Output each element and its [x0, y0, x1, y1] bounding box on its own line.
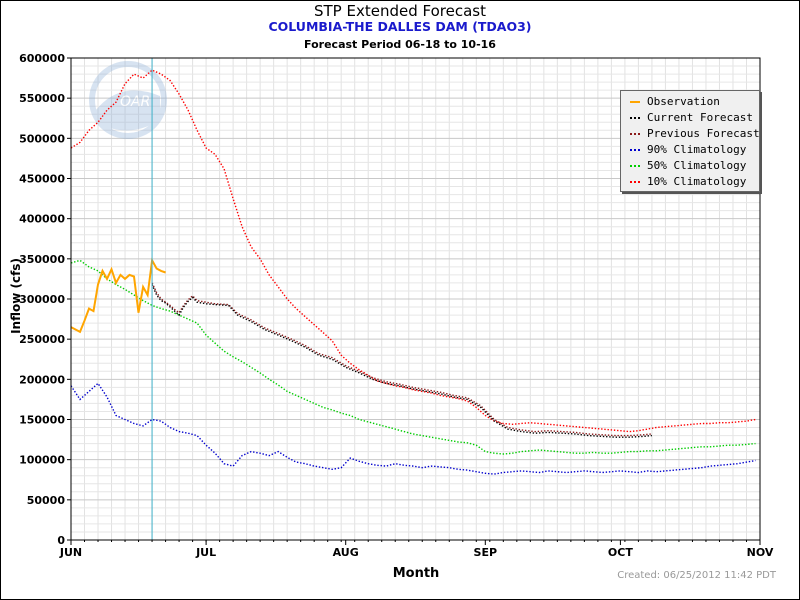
series-line-90-climatology	[70, 382, 756, 475]
x-tick-label: JUL	[195, 546, 216, 559]
legend-swatch	[630, 181, 640, 183]
legend-swatch	[630, 133, 640, 135]
legend: Observation Current Forecast Previous Fore…	[620, 90, 760, 192]
x-tick-label: OCT	[608, 546, 633, 559]
x-tick-label: JUN	[59, 546, 82, 559]
y-tick-label: 250000	[19, 333, 65, 346]
x-tick-label: NOV	[747, 546, 774, 559]
y-tick-label: 200000	[19, 373, 65, 386]
y-tick-label: 100000	[19, 454, 65, 467]
x-axis-ticks: JUN JUL AUG SEP OCT NOV	[59, 540, 774, 559]
series-line-current-forecast	[151, 284, 652, 438]
legend-swatch	[630, 149, 640, 151]
y-tick-label: 450000	[19, 173, 65, 186]
y-tick-label: 600000	[19, 52, 65, 65]
legend-label: 10% Climatology	[647, 175, 747, 188]
legend-item: 50% Climatology	[621, 158, 759, 174]
chart-subtitle: COLUMBIA-THE DALLES DAM (TDAO3)	[268, 19, 532, 34]
y-axis-ticks: 0 50000 100000 150000 200000 250000 300000 3500…	[19, 52, 71, 547]
y-axis-label: Inflow (cfs)	[9, 258, 23, 334]
legend-item: 90% Climatology	[621, 142, 759, 158]
logo-text: OAR	[120, 94, 150, 110]
series-line-50-climatology	[70, 259, 756, 455]
legend-item: Observation	[621, 94, 759, 110]
y-tick-label: 0	[57, 534, 65, 547]
x-tick-label: SEP	[474, 546, 498, 559]
y-tick-label: 400000	[19, 213, 65, 226]
legend-item: Previous Forecast	[621, 126, 760, 142]
forecast-period: Forecast Period 06-18 to 10-16	[304, 38, 496, 51]
legend-label: 50% Climatology	[647, 159, 747, 172]
legend-swatch	[630, 117, 640, 119]
y-tick-label: 350000	[19, 253, 65, 266]
series-line-observation	[70, 257, 166, 334]
series-line-10-climatology	[70, 69, 756, 433]
x-axis-label: Month	[393, 566, 440, 581]
series-line-previous-forecast	[151, 282, 652, 437]
y-tick-label: 500000	[19, 132, 65, 145]
legend-swatch	[630, 165, 640, 167]
legend-item: 10% Climatology	[621, 174, 759, 190]
legend-label: 90% Climatology	[647, 143, 747, 156]
legend-swatch	[630, 101, 640, 103]
series-layer	[70, 69, 756, 475]
y-tick-label: 150000	[19, 414, 65, 427]
noaa-logo-icon: OAR	[89, 61, 167, 139]
y-tick-label: 300000	[19, 293, 65, 306]
y-tick-label: 550000	[19, 92, 65, 105]
chart-title: STP Extended Forecast	[314, 2, 486, 20]
legend-label: Current Forecast	[647, 111, 753, 124]
legend-item: Current Forecast	[621, 110, 759, 126]
legend-label: Previous Forecast	[647, 127, 760, 140]
x-tick-label: AUG	[333, 546, 359, 559]
created-timestamp: Created: 06/25/2012 11:42 PDT	[617, 570, 776, 581]
legend-label: Observation	[647, 95, 720, 108]
y-tick-label: 50000	[27, 494, 66, 507]
